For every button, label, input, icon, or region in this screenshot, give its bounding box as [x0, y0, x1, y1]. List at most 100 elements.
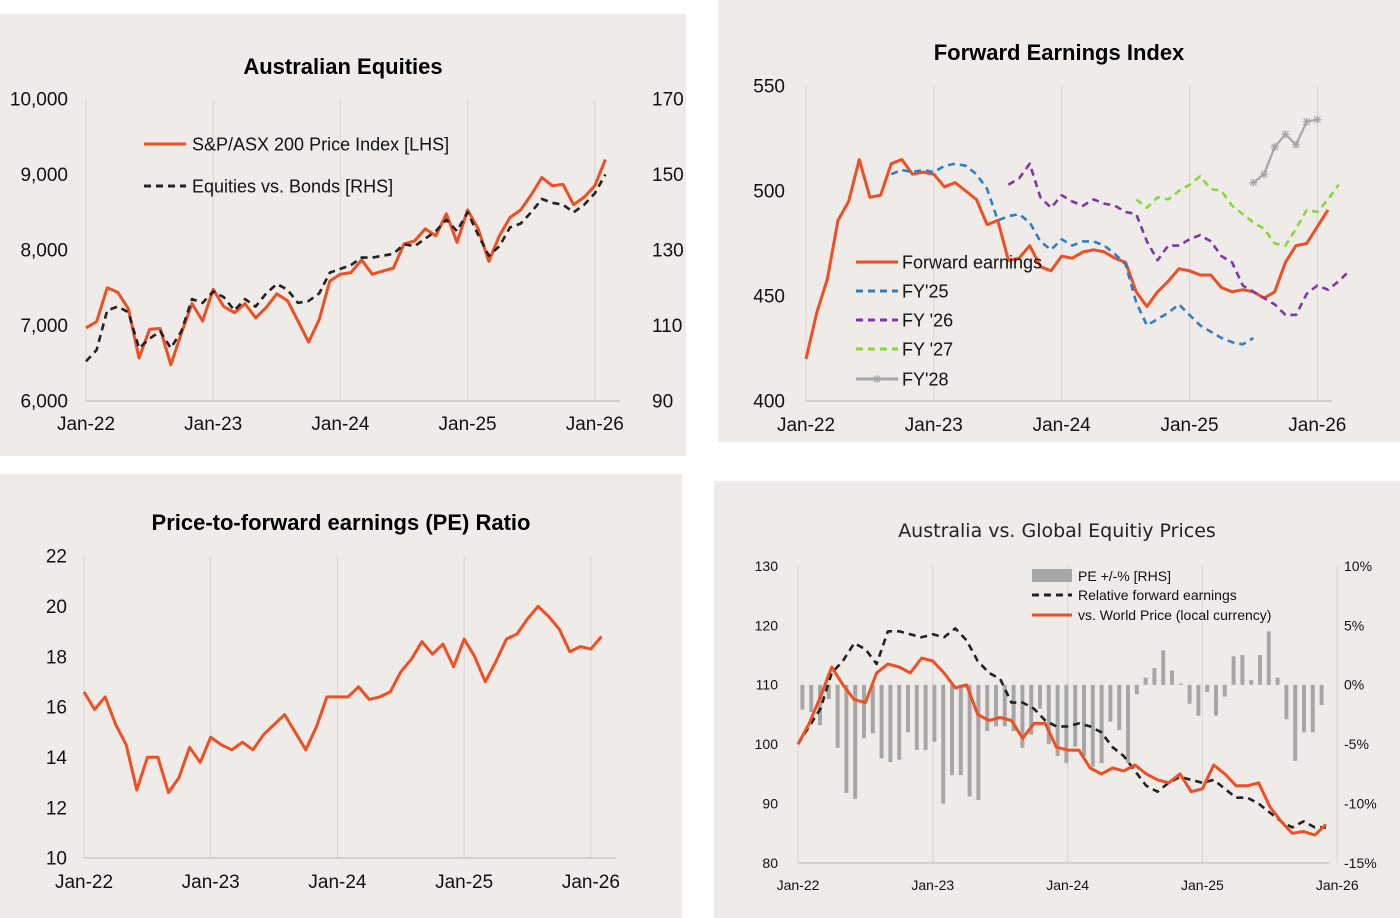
bar [1055, 684, 1060, 757]
bar [1090, 684, 1095, 767]
y-tick-label: 450 [753, 287, 785, 308]
x-tick-label: Jan-25 [1181, 877, 1224, 893]
series-line [796, 656, 1328, 837]
bar [1284, 684, 1289, 720]
bar [1002, 684, 1007, 727]
bar [853, 684, 858, 799]
y-right-tick-label: 130 [652, 241, 684, 262]
legend-label: FY '27 [902, 339, 953, 359]
series-line [1135, 175, 1340, 247]
australia-vs-global-chart: Australia vs. Global Equitiy Prices Jan-… [714, 481, 1400, 918]
y-tick-label: 500 [753, 182, 785, 203]
legend-label: Relative forward earnings [1078, 587, 1237, 603]
y-tick-label: 8,000 [20, 241, 68, 262]
forward-earnings-plot: Jan-22 Jan-23 Jan-24 Jan-25 Jan-26 400 450 500 5… [753, 77, 1351, 436]
legend-label: FY'25 [902, 281, 948, 301]
series-line [1007, 162, 1351, 317]
chart-title: Price-to-forward earnings (PE) Ratio [151, 510, 531, 535]
bar [950, 684, 954, 776]
bar [906, 684, 910, 733]
series-line [890, 162, 1255, 346]
bar [1258, 655, 1262, 685]
bar [1143, 677, 1148, 685]
legend-swatch [1032, 569, 1072, 582]
bar [1161, 650, 1166, 685]
legend-label: Forward earnings [902, 252, 1042, 272]
x-tick-label: Jan-26 [566, 414, 624, 435]
bar [826, 684, 831, 700]
y-tick-label: 10 [46, 849, 67, 870]
series-marker [1281, 130, 1290, 139]
x-tick-label: Jan-23 [905, 415, 963, 436]
bar [1302, 684, 1306, 733]
bar [1134, 684, 1139, 695]
y-tick-label: 400 [753, 392, 785, 413]
series-line [82, 604, 603, 795]
y-right-tick-label: 170 [652, 90, 684, 111]
legend-label: FY'28 [902, 369, 948, 389]
y-tick-label: 22 [46, 547, 67, 568]
y-tick-label: 100 [755, 736, 779, 752]
x-tick-label: Jan-26 [1316, 877, 1359, 893]
legend-label: PE +/-% [RHS] [1078, 568, 1171, 584]
x-tick-label: Jan-25 [435, 872, 493, 893]
x-tick-label: Jan-22 [57, 414, 115, 435]
series-line [85, 158, 607, 367]
bar [1011, 684, 1016, 732]
series-line [796, 627, 1326, 829]
bar [818, 684, 822, 726]
x-tick-label: Jan-23 [182, 872, 240, 893]
series-marker [1313, 115, 1322, 124]
pe-ratio-chart: Price-to-forward earnings (PE) Ratio Jan… [0, 474, 682, 918]
y-tick-label: 20 [46, 597, 67, 618]
bar [1038, 684, 1042, 709]
x-tick-label: Jan-25 [1160, 415, 1218, 436]
series-marker [1260, 170, 1269, 179]
x-tick-label: Jan-24 [1046, 877, 1089, 893]
y-tick-label: 130 [755, 558, 779, 574]
chart-title: Australia vs. Global Equitiy Prices [898, 520, 1216, 542]
bar [1117, 684, 1122, 730]
x-tick-label: Jan-24 [311, 414, 370, 435]
x-tick-label: Jan-24 [1033, 415, 1092, 436]
bar [800, 684, 805, 710]
bar [976, 684, 981, 801]
y-right-tick-label: 10% [1344, 558, 1372, 574]
legend-label: S&P/ASX 200 Price Index [LHS] [192, 134, 449, 154]
bar [958, 684, 963, 776]
bar [967, 684, 972, 797]
bar [844, 684, 849, 793]
y-right-tick-label: -10% [1344, 796, 1377, 812]
bar [932, 684, 937, 742]
bar [897, 684, 902, 760]
bar [994, 684, 998, 727]
bar [1240, 655, 1245, 685]
bar [1082, 684, 1086, 757]
forward-earnings-index-chart: Forward Earnings Index Jan-22 Jan-23 Jan-2… [718, 0, 1400, 442]
y-right-tick-label: 5% [1344, 617, 1364, 633]
y-tick-label: 120 [755, 617, 779, 633]
pe-ratio-plot: Jan-22 Jan-23 Jan-24 Jan-25 Jan-26 10 12 14 16 18… [46, 547, 620, 893]
x-tick-label: Jan-23 [911, 877, 954, 893]
bar [1073, 684, 1078, 747]
bar [870, 684, 875, 734]
y-tick-label: 10,000 [10, 90, 68, 111]
y-tick-label: 7,000 [20, 316, 68, 337]
series-line [85, 173, 607, 363]
bar [1214, 684, 1218, 716]
y-tick-label: 550 [753, 77, 785, 98]
x-tick-label: Jan-22 [55, 872, 113, 893]
bar [1205, 684, 1210, 692]
bar [1170, 670, 1174, 685]
y-tick-label: 9,000 [20, 165, 68, 186]
chart-title: Australian Equities [243, 54, 443, 79]
x-tick-label: Jan-24 [308, 872, 367, 893]
bar [1196, 684, 1201, 716]
y-right-tick-label: -5% [1344, 736, 1369, 752]
y-tick-label: 90 [762, 796, 778, 812]
y-tick-label: 18 [46, 647, 67, 668]
y-tick-label: 16 [46, 698, 67, 719]
bar [888, 684, 893, 763]
bar [1046, 684, 1051, 745]
bar [809, 684, 814, 713]
